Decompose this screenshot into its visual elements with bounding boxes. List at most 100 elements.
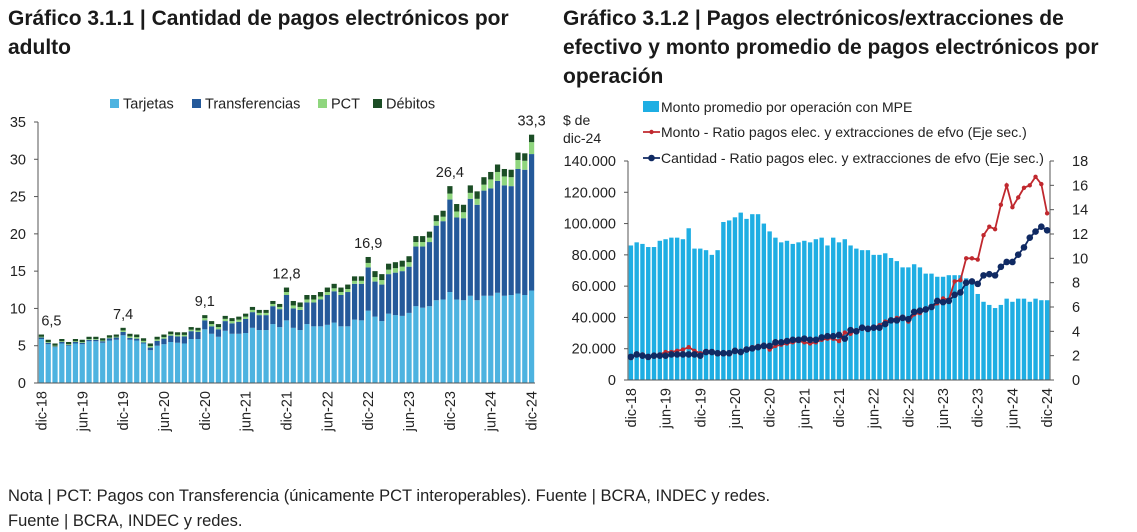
bar-monto-promedio	[779, 242, 784, 380]
bar-monto-promedio	[877, 254, 882, 380]
bar-débitos	[522, 153, 528, 161]
bar-débitos	[488, 171, 494, 180]
bar-transferencias	[488, 188, 494, 296]
bar-transferencias	[413, 246, 419, 307]
bar-débitos	[365, 256, 371, 263]
bar-tarjetas	[392, 315, 399, 383]
bar-tarjetas	[140, 343, 147, 383]
bar-débitos	[120, 327, 126, 331]
bar-monto-promedio	[1016, 298, 1021, 380]
bar-transferencias	[188, 331, 194, 340]
bar-monto-promedio	[940, 276, 946, 380]
bar-pct	[195, 330, 201, 332]
bar-tarjetas	[147, 350, 153, 383]
bar-pct	[154, 339, 160, 341]
point-cantidad-ratio	[980, 272, 987, 279]
bar-transferencias	[147, 347, 153, 351]
bar-débitos	[508, 169, 514, 178]
legend-swatch	[318, 99, 327, 108]
bar-monto-promedio	[773, 237, 778, 380]
bar-transferencias	[215, 329, 222, 337]
bar-débitos	[59, 339, 65, 342]
bar-pct	[345, 289, 351, 293]
bar-pct	[263, 312, 269, 316]
bar-débitos	[420, 236, 426, 243]
point-monto-ratio	[836, 338, 842, 344]
bar-débitos	[515, 152, 521, 161]
y-tick-label: 140.000	[564, 154, 616, 170]
bar-pct	[59, 341, 65, 342]
bar-débitos	[304, 295, 310, 300]
bar-tarjetas	[202, 329, 208, 383]
y-tick-label: 0	[608, 373, 616, 389]
point-cantidad-ratio	[725, 349, 733, 357]
bar-pct	[467, 192, 473, 199]
bar-monto-promedio	[1044, 300, 1050, 380]
bar-pct	[488, 179, 494, 189]
bar-pct	[522, 160, 528, 170]
bar-transferencias	[515, 168, 521, 294]
bar-transferencias	[161, 338, 167, 345]
bar-tarjetas	[249, 327, 256, 383]
bar-transferencias	[522, 169, 528, 296]
point-cantidad-ratio	[772, 338, 779, 346]
data-label: 12,8	[272, 267, 300, 283]
bar-pct	[501, 176, 507, 186]
bar-tarjetas	[454, 299, 460, 383]
bar-débitos	[379, 274, 385, 281]
point-cantidad-ratio	[870, 324, 877, 331]
bar-monto-promedio	[935, 276, 940, 380]
x-tick-label: dic-22	[361, 391, 377, 431]
bar-pct	[93, 339, 99, 340]
point-cantidad-ratio	[899, 314, 906, 322]
bar-débitos	[481, 177, 487, 185]
bar-débitos	[154, 336, 160, 340]
point-cantidad-ratio	[916, 307, 924, 314]
bar-tarjetas	[324, 324, 330, 383]
bar-débitos	[392, 262, 399, 269]
bar-transferencias	[283, 295, 290, 321]
bar-monto-promedio	[721, 222, 726, 380]
bar-débitos	[270, 300, 276, 304]
bar-pct	[79, 341, 85, 343]
bar-débitos	[501, 168, 507, 177]
bar-transferencias	[202, 320, 208, 330]
bar-pct	[52, 345, 58, 347]
bar-pct	[243, 316, 249, 319]
bar-transferencias	[290, 308, 296, 328]
bar-monto-promedio	[946, 275, 952, 380]
point-cantidad-ratio	[939, 298, 947, 306]
bar-débitos	[256, 309, 262, 313]
y-tick-label: 0	[18, 376, 26, 392]
bar-pct	[399, 266, 405, 272]
bar-pct	[277, 306, 283, 310]
bar-tarjetas	[467, 295, 473, 383]
bar-tarjetas	[386, 313, 392, 383]
y2-tick-label: 2	[1072, 349, 1080, 365]
bar-monto-promedio	[698, 248, 703, 380]
bar-monto-promedio	[634, 242, 639, 380]
bar-pct	[426, 237, 433, 243]
bar-monto-promedio	[865, 250, 871, 380]
bar-transferencias	[181, 336, 187, 344]
bar-transferencias	[508, 186, 514, 296]
point-monto-ratio	[981, 233, 986, 238]
bar-tarjetas	[460, 300, 467, 383]
bar-transferencias	[474, 204, 480, 301]
point-cantidad-ratio	[789, 336, 797, 344]
bar-pct	[331, 288, 337, 292]
bar-pct	[113, 336, 119, 338]
bar-pct	[283, 292, 290, 296]
bar-pct	[365, 262, 371, 268]
x-tick-label: jun-24	[1005, 388, 1021, 429]
x-tick-label: dic-20	[763, 388, 779, 428]
bar-transferencias	[86, 339, 92, 342]
bar-débitos	[263, 309, 269, 313]
bar-transferencias	[358, 283, 364, 321]
bar-transferencias	[528, 154, 535, 291]
point-cantidad-ratio	[945, 297, 953, 305]
bar-tarjetas	[508, 295, 514, 383]
x-tick-label: jun-23	[936, 388, 952, 429]
bar-tarjetas	[120, 335, 126, 383]
bar-tarjetas	[222, 330, 228, 383]
